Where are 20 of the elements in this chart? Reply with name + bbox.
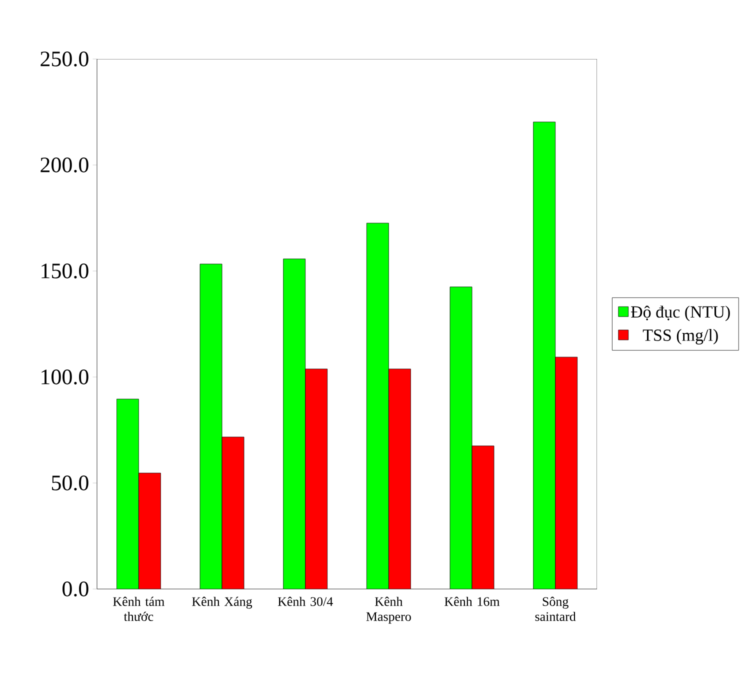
x-tick-label: Kênh 30/4 xyxy=(278,596,333,606)
bar xyxy=(305,368,328,589)
bar xyxy=(388,368,411,589)
y-tick-label: 250.0 xyxy=(40,52,88,66)
bar xyxy=(138,473,161,589)
y-tick-label: 0.0 xyxy=(62,582,88,596)
legend-label: TSS (mg/l) xyxy=(642,329,718,344)
bar xyxy=(555,356,578,589)
y-tick-label: 200.0 xyxy=(40,158,88,172)
y-tick-label: 100.0 xyxy=(42,370,88,384)
x-tick-label: Kênh tám thước xyxy=(113,596,164,621)
y-tick-label: 50.0 xyxy=(52,476,88,490)
x-tick-label: Kênh Xáng xyxy=(192,596,252,609)
legend-label: Độ đục (NTU) xyxy=(631,306,730,322)
x-tick-label: Kênh Maspero xyxy=(366,596,411,624)
bar xyxy=(472,446,494,589)
bar xyxy=(222,436,244,589)
x-tick-label: Kênh 16m xyxy=(444,596,500,606)
y-tick-label: 150.0 xyxy=(42,264,88,278)
x-tick-label: Sông saintard xyxy=(535,596,576,621)
